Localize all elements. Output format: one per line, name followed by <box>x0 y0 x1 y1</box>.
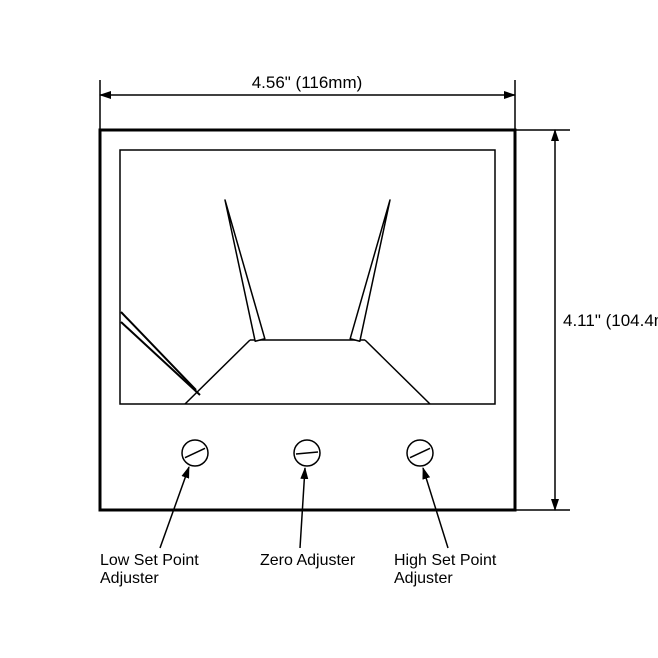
indicator-needle <box>121 312 196 390</box>
zero-adjuster-label: Zero Adjuster <box>260 552 356 569</box>
zero-adjuster-arrow <box>300 468 305 548</box>
high-set-point-label-2: Adjuster <box>394 570 453 587</box>
high-set-point-arrow <box>423 468 448 548</box>
low-set-point-label-2: Adjuster <box>100 570 159 587</box>
diagram-stage: 4.56" (116mm) 4.11" (104.4mm) Low Set Poin… <box>0 0 658 658</box>
drawing-layer: 4.56" (116mm) 4.11" (104.4mm) Low Set Poin… <box>100 73 658 587</box>
dimension-width-text: 4.56" (116mm) <box>252 73 363 92</box>
dimension-height-text: 4.11" (104.4mm) <box>563 311 658 330</box>
low-set-point-label: Low Set Point <box>100 552 199 569</box>
diagram-svg: 4.56" (116mm) 4.11" (104.4mm) Low Set Poin… <box>0 0 658 658</box>
low-set-point-arrow <box>160 467 189 548</box>
meter-window <box>120 150 495 404</box>
high-set-point-label: High Set Point <box>394 552 497 569</box>
